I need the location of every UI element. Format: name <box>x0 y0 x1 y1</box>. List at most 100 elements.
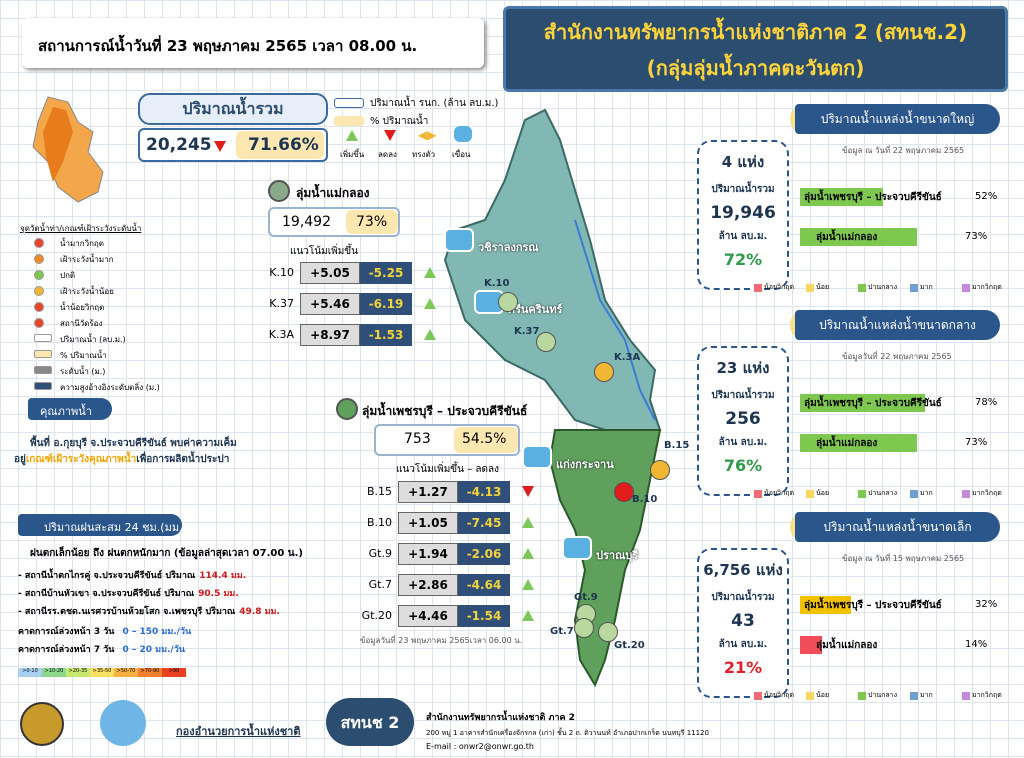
scale-label: ปานกลาง <box>868 691 898 699</box>
dam-icon <box>444 228 474 252</box>
station-code: K.3A <box>268 328 294 341</box>
rain-station: - สถานีน้ำตกไกรคู่ จ.ประจวบคีรีขันธ์ ปริ… <box>18 568 246 582</box>
percent: 72% <box>723 250 763 269</box>
scale-swatch <box>962 692 970 700</box>
trend-icon <box>522 486 534 497</box>
station-label: B.15 <box>664 440 690 451</box>
rain-title: ปริมาณฝนสะสม 24 ชม.(มม.) <box>44 521 187 534</box>
rain-forecast: คาดการณ์ล่วงหน้า 7 วัน 0 – 20 มม./วัน <box>18 642 185 656</box>
scale-label: มาก <box>920 691 933 699</box>
panel-title: ปริมาณน้ำแหล่งน้ำขนาดกลาง <box>795 310 1000 340</box>
quality-status: เกณฑ์เฝ้าระวังคุณภาพน้ำ <box>25 454 137 465</box>
rain-amount: 49.8 มม. <box>239 607 280 617</box>
footer-address: 200 หมู่ 1 อาคารสำนักเครื่องจักรกล (เก่า… <box>426 729 709 737</box>
count: 4 แห่ง <box>721 153 765 171</box>
rain-scale-cell: >35-50 <box>90 668 114 677</box>
trend-icon <box>424 267 436 278</box>
scale-swatch <box>754 692 762 700</box>
badge-bg <box>326 698 414 746</box>
legend-item: เฝ้าระวังน้ำน้อย <box>60 287 114 296</box>
summary-box: 6,756 แห่ง ปริมาณน้ำรวม 43 ล้าน ลบ.ม. 21% <box>697 548 789 698</box>
basin-percent-bg <box>346 210 398 234</box>
trend-row: +8.97 -1.53 <box>300 324 412 346</box>
station-code: Gt.9 <box>368 547 392 560</box>
total-label: ปริมาณน้ำรวม <box>711 592 775 603</box>
scale-swatch <box>910 692 918 700</box>
panel-date: ข้อมูลวันที่ 22 พฤษภาคม 2565 <box>842 352 952 361</box>
total-trend-icon <box>214 141 226 152</box>
station-marker <box>574 618 594 638</box>
station-code: Gt.7 <box>368 578 392 591</box>
summary-box: 4 แห่ง ปริมาณน้ำรวม 19,946 ล้าน ลบ.ม. 72% <box>697 140 789 290</box>
quality-text: อยู่ <box>14 454 26 465</box>
trend-icon <box>522 610 534 621</box>
legend-swatch <box>34 270 44 280</box>
key-down: ลดลง <box>378 150 397 159</box>
bar-label: 73% <box>965 231 988 242</box>
rain-scale-cell: >90 <box>162 668 186 677</box>
bar <box>800 228 917 246</box>
rise-value: +5.05 <box>300 262 360 284</box>
trend-row: +5.05 -5.25 <box>300 262 412 284</box>
dam-label: ปราณบุรี <box>596 549 639 562</box>
rise-value: +4.46 <box>398 605 458 627</box>
key-dam-icon <box>454 126 472 142</box>
bar <box>800 434 917 452</box>
scale-swatch <box>806 692 814 700</box>
fall-value: -7.45 <box>458 512 510 534</box>
forecast-range: 0 – 20 มม./วัน <box>122 645 185 655</box>
scale-swatch <box>754 284 762 292</box>
scale-swatch <box>806 284 814 292</box>
fall-value: -5.25 <box>360 262 412 284</box>
basin-percent: 54.5% <box>462 431 507 447</box>
trend-icon <box>424 329 436 340</box>
station-code: K.10 <box>269 266 294 279</box>
rise-value: +1.27 <box>398 481 458 503</box>
scale-label: มาก <box>920 489 933 497</box>
bar-label: 52% <box>975 191 998 202</box>
rise-value: +1.05 <box>398 512 458 534</box>
scale-swatch <box>858 490 866 498</box>
dam-label: ศรีนครินทร์ <box>508 303 563 316</box>
station-label: K.10 <box>484 278 510 289</box>
station-code: B.15 <box>366 485 392 498</box>
rain-station: - สถานีบ้านหัวเขา จ.ประจวบคีรีขันธ์ ปริม… <box>18 586 239 600</box>
trend-row: +1.27 -4.13 <box>398 481 510 503</box>
dam-label: วชิราลงกรณ <box>478 241 539 254</box>
basin-name: ลุ่มน้ำเพชรบุรี – ประจวบคีรีขันธ์ <box>362 404 528 418</box>
quality-text: เพื่อการผลิตน้ำประปา <box>136 454 230 465</box>
station-code: Gt.20 <box>361 609 392 622</box>
scale-swatch <box>754 490 762 498</box>
bar-name: ลุ่มน้ำแม่กลอง <box>816 438 878 449</box>
trend-row: +1.05 -7.45 <box>398 512 510 534</box>
legend-swatch <box>34 286 44 296</box>
dam-label: แก่งกระจาน <box>556 458 614 471</box>
rain-forecast: คาดการณ์ล่วงหน้า 3 วัน 0 – 150 มม./วัน <box>18 624 191 638</box>
rain-scale-cell: >20-35 <box>66 668 90 677</box>
key-percent-swatch <box>334 116 364 126</box>
volume: 256 <box>725 409 761 429</box>
rain-amount: 114.4 มม. <box>199 571 247 581</box>
station-marker <box>594 362 614 382</box>
bar <box>800 636 823 654</box>
forecast-text: คาดการณ์ล่วงหน้า 3 วัน <box>18 627 115 637</box>
rise-value: +1.94 <box>398 543 458 565</box>
legend-swatch <box>34 318 44 328</box>
panel-date: ข้อมูล ณ วันที่ 22 พฤษภาคม 2565 <box>842 146 965 155</box>
rain-scale-cell: >0-10 <box>18 668 42 677</box>
maeklong-basin <box>443 108 662 431</box>
key-steady-icon: ◀▶ <box>418 128 437 142</box>
summary-box: 23 แห่ง ปริมาณน้ำรวม 256 ล้าน ลบ.ม. 76% <box>697 346 789 496</box>
dam-icon <box>562 536 592 560</box>
legend-item: เฝ้าระวังน้ำมาก <box>60 255 114 264</box>
rain-station-text: - สถานีบ้านหัวเขา จ.ประจวบคีรีขันธ์ ปริม… <box>18 589 195 599</box>
badge: สทนช 2 <box>340 713 400 732</box>
trend-icon <box>522 548 534 559</box>
rain-scale-cell: >50-70 <box>114 668 138 677</box>
key-volume: ปริมาณน้ำ รนก. (ล้าน ลบ.ม.) <box>370 98 499 109</box>
scale-label: น้อยวิกฤต <box>764 691 795 699</box>
logo <box>20 702 64 746</box>
fall-value: -4.64 <box>458 574 510 596</box>
scale-swatch <box>910 490 918 498</box>
